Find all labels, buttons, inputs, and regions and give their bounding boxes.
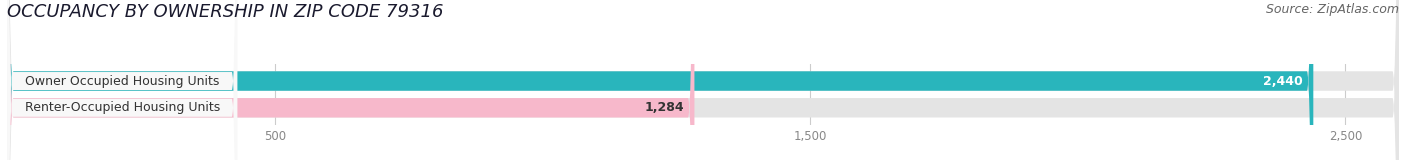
- Text: 1,284: 1,284: [644, 101, 683, 114]
- FancyBboxPatch shape: [7, 0, 1399, 160]
- Text: OCCUPANCY BY OWNERSHIP IN ZIP CODE 79316: OCCUPANCY BY OWNERSHIP IN ZIP CODE 79316: [7, 3, 443, 21]
- Text: Owner Occupied Housing Units: Owner Occupied Housing Units: [25, 75, 219, 88]
- Text: 2,440: 2,440: [1263, 75, 1302, 88]
- FancyBboxPatch shape: [7, 0, 238, 160]
- FancyBboxPatch shape: [7, 0, 238, 160]
- FancyBboxPatch shape: [7, 0, 1399, 160]
- FancyBboxPatch shape: [7, 0, 695, 160]
- Text: Source: ZipAtlas.com: Source: ZipAtlas.com: [1265, 3, 1399, 16]
- Text: Renter-Occupied Housing Units: Renter-Occupied Housing Units: [24, 101, 219, 114]
- FancyBboxPatch shape: [7, 0, 1313, 160]
